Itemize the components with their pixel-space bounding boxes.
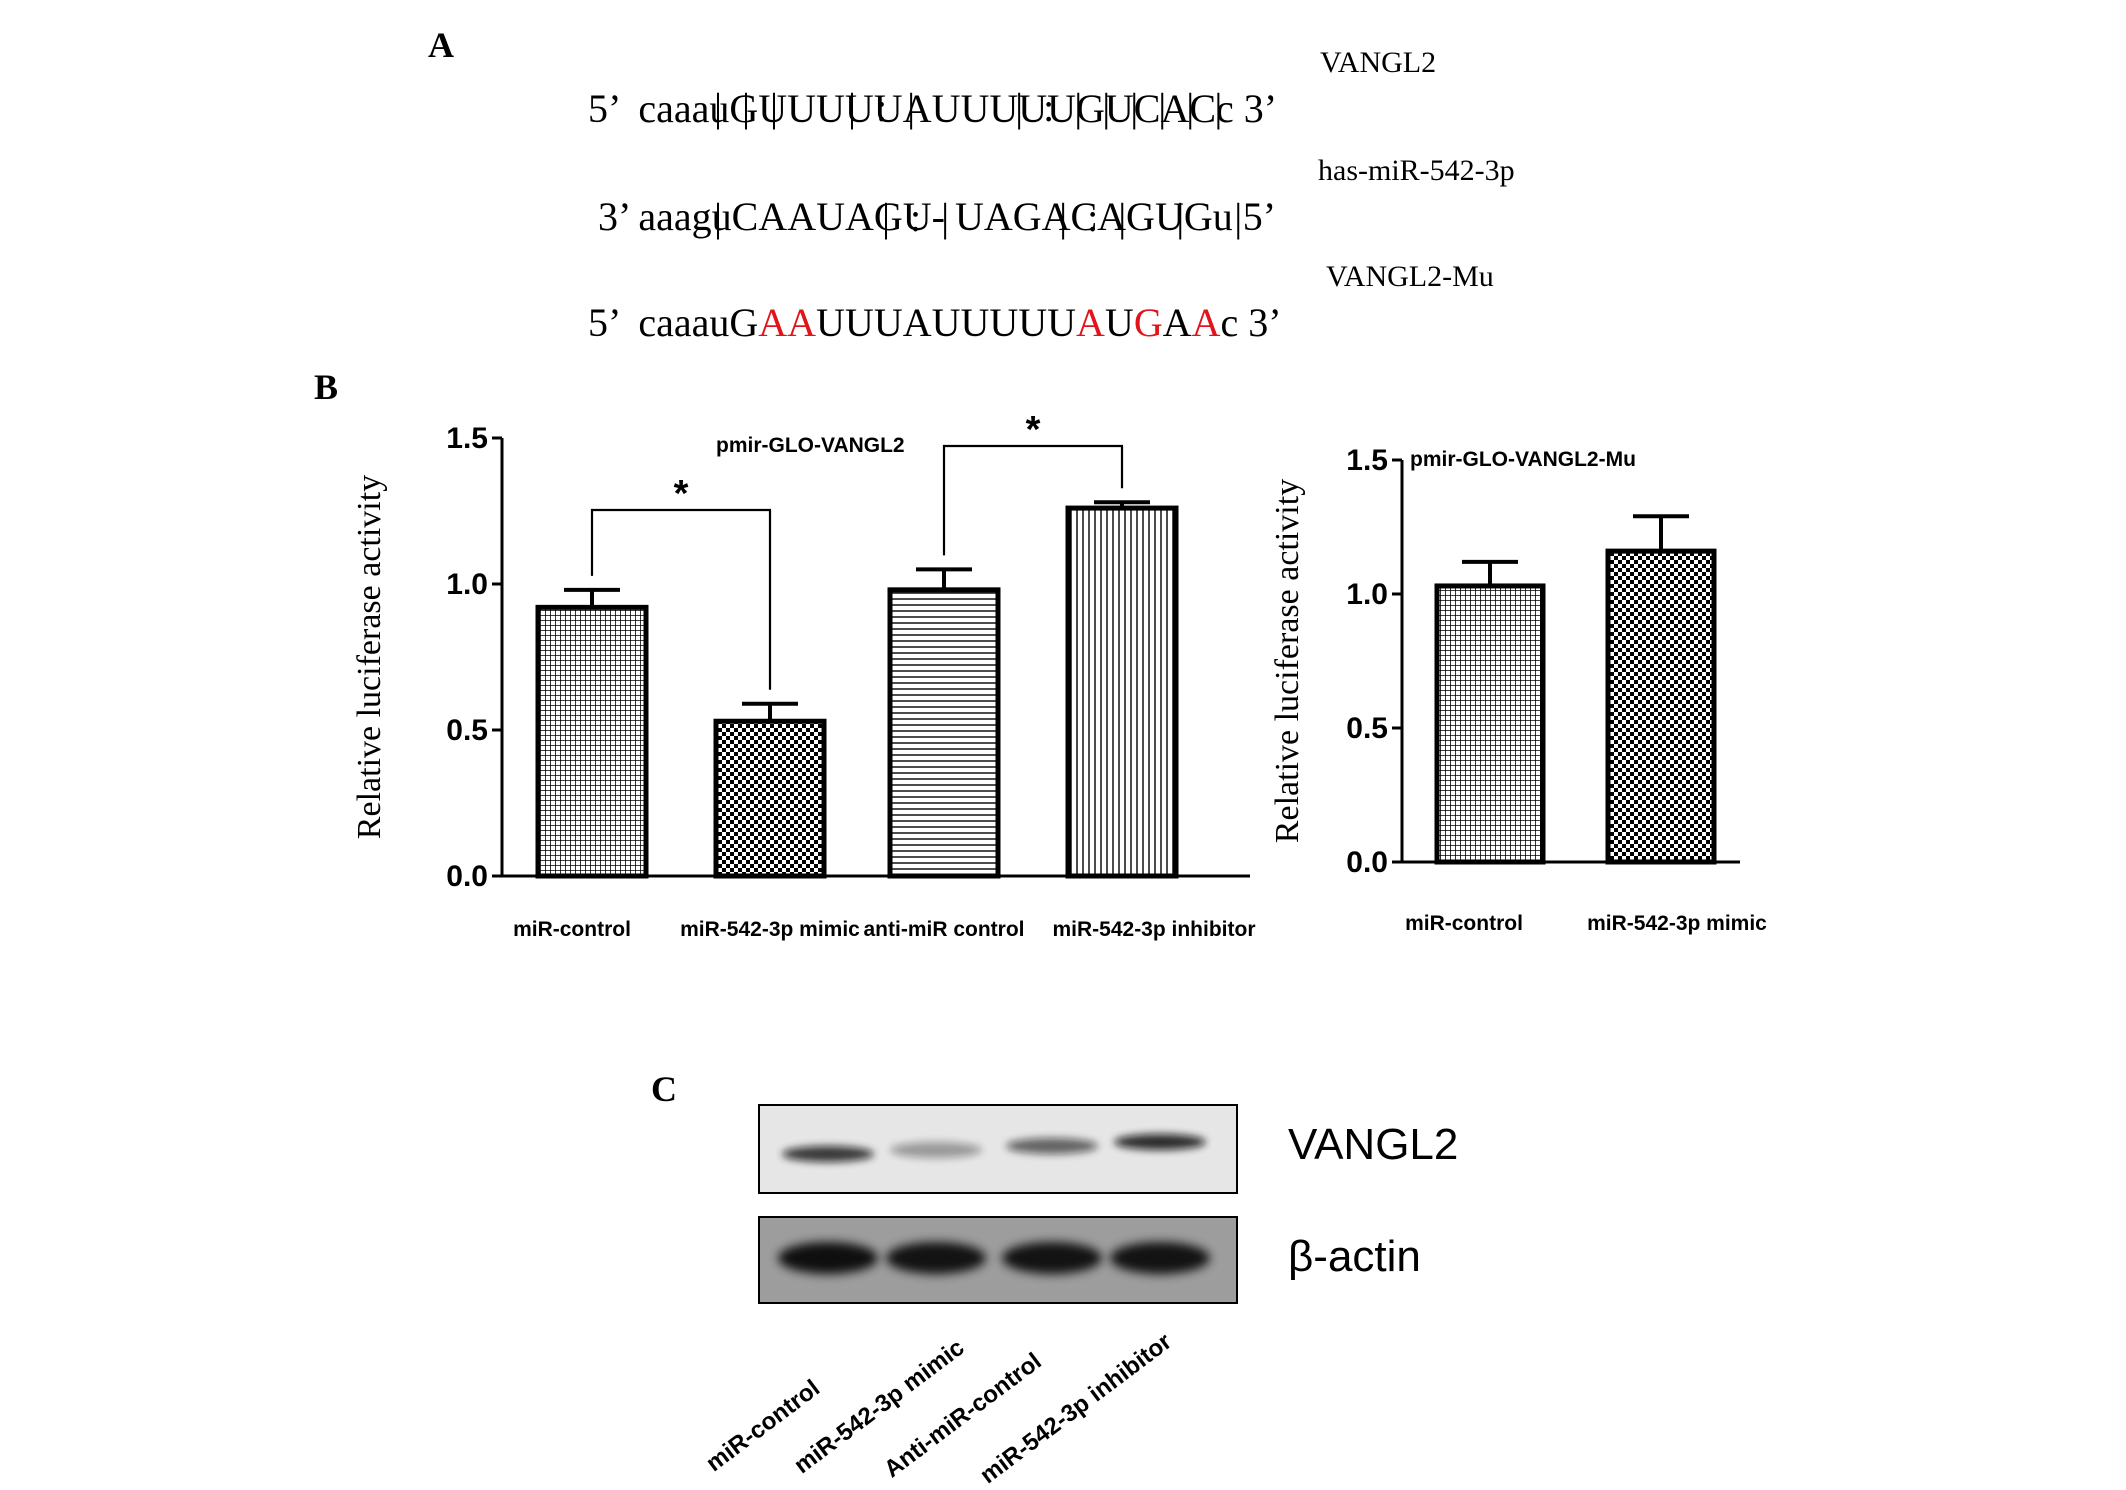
x-tick-label: miR-control — [513, 918, 631, 941]
sequence-base: G — [729, 300, 759, 345]
x-tick-label: miR-542-3p mimic — [1587, 912, 1767, 935]
seq-suffix: 3’ — [1238, 300, 1282, 345]
bar — [1434, 583, 1546, 865]
significance-star: * — [674, 473, 689, 515]
chart-title: pmir-GLO-VANGL2-Mu — [1410, 448, 1636, 471]
panel-b-letter: B — [314, 367, 339, 407]
pairing-lines-2: | | : | | : | | | — [714, 195, 1243, 240]
seq-row-mir: 3’ aaaguCAAUAGU- UAGACAGUGu 5’ — [558, 146, 1276, 287]
luciferase-chart-vangl2: Relative luciferase activity 0.0 0.5 1.0 1.5… — [351, 409, 1256, 941]
vangl2-band — [890, 1142, 982, 1158]
mutated-base: AA — [758, 300, 817, 345]
actin-band — [1002, 1242, 1102, 1274]
bar — [1605, 548, 1717, 865]
vangl2-band — [782, 1146, 874, 1162]
chart-title: pmir-GLO-VANGL2 — [716, 434, 905, 457]
bar — [887, 587, 1001, 879]
y-tick-label: 1.0 — [1346, 578, 1388, 611]
x-tick-label: anti-miR control — [864, 918, 1025, 941]
y-axis-title: Relative luciferase activity — [351, 475, 388, 839]
panel-a-letter: A — [428, 25, 454, 65]
significance-star: * — [1026, 409, 1041, 451]
lane-label-mimic: miR-542-3p mimic — [789, 1334, 970, 1480]
luciferase-chart-vangl2-mu: Relative luciferase activity 0.0 0.5 1.0 1.5… — [1269, 444, 1767, 935]
seq-tag-mir: has-miR-542-3p — [1318, 154, 1515, 187]
lane-label-inhibitor: miR-542-3p inhibitor — [975, 1327, 1177, 1490]
bar — [713, 718, 827, 879]
y-tick-label: 0.0 — [446, 860, 488, 893]
seq-prefix: 5’ caaau — [588, 300, 730, 345]
sequence-base: c — [1220, 300, 1239, 345]
mutated-base: G — [1133, 300, 1163, 345]
y-tick-label: 1.5 — [1346, 444, 1388, 477]
y-tick-label: 0.5 — [1346, 712, 1388, 745]
bar — [1065, 505, 1179, 879]
blot-label-actin: β-actin — [1288, 1232, 1421, 1281]
x-tick-label: miR-542-3p inhibitor — [1052, 918, 1255, 941]
seq-tag-vangl2: VANGL2 — [1320, 46, 1437, 79]
seq-prefix: 3’ aaagu — [598, 194, 732, 239]
sequence-base: U — [1104, 300, 1134, 345]
x-tick-label: miR-control — [1405, 912, 1523, 935]
vangl2-band — [1114, 1134, 1206, 1150]
actin-band — [1110, 1242, 1210, 1274]
x-tick-label: miR-542-3p mimic — [680, 918, 860, 941]
y-tick-label: 1.5 — [446, 422, 488, 455]
seq-suffix: 5’ — [1232, 194, 1277, 239]
blot-label-vangl2: VANGL2 — [1288, 1120, 1459, 1169]
seq-body: GUUUUUAUUUUUGUCACc — [729, 86, 1234, 131]
pairing-lines-1: | | | | : | | : | | | | | | — [714, 85, 1223, 130]
mutated-base: A — [1076, 300, 1105, 345]
seq-suffix: 3’ — [1233, 86, 1278, 131]
western-blot — [758, 1104, 1238, 1304]
actin-bands — [778, 1242, 1210, 1274]
sequence-base: UUUAUUUUU — [816, 300, 1077, 345]
seq-tag-vangl2-mu: VANGL2-Mu — [1326, 260, 1494, 293]
seq-body-mutant: GAAUUUAUUUUUAUGAAc — [729, 300, 1238, 345]
seq-row-vangl2-mu: 5’ caaauGAAUUUAUUUUUAUGAAc 3’ — [548, 252, 1282, 393]
seq-row-vangl2: 5’ caaauGUUUUUAUUUUUGUCACc 3’ — [548, 38, 1277, 179]
y-tick-label: 1.0 — [446, 568, 488, 601]
y-tick-label: 0.5 — [446, 714, 488, 747]
actin-band — [778, 1242, 878, 1274]
sequence-base: A — [1162, 300, 1192, 345]
panel-c-letter: C — [651, 1069, 677, 1109]
actin-band — [886, 1242, 986, 1274]
mutated-base: A — [1191, 300, 1221, 345]
significance-bracket — [590, 508, 772, 690]
y-tick-label: 0.0 — [1346, 846, 1388, 879]
y-axis-title: Relative luciferase activity — [1269, 479, 1306, 843]
vangl2-band — [1006, 1138, 1098, 1154]
vangl2-bands — [782, 1134, 1206, 1162]
seq-body: CAAUAGU- UAGACAGUGu — [731, 194, 1233, 239]
bar — [535, 604, 649, 879]
seq-prefix: 5’ caaau — [588, 86, 730, 131]
significance-bracket — [942, 444, 1124, 556]
